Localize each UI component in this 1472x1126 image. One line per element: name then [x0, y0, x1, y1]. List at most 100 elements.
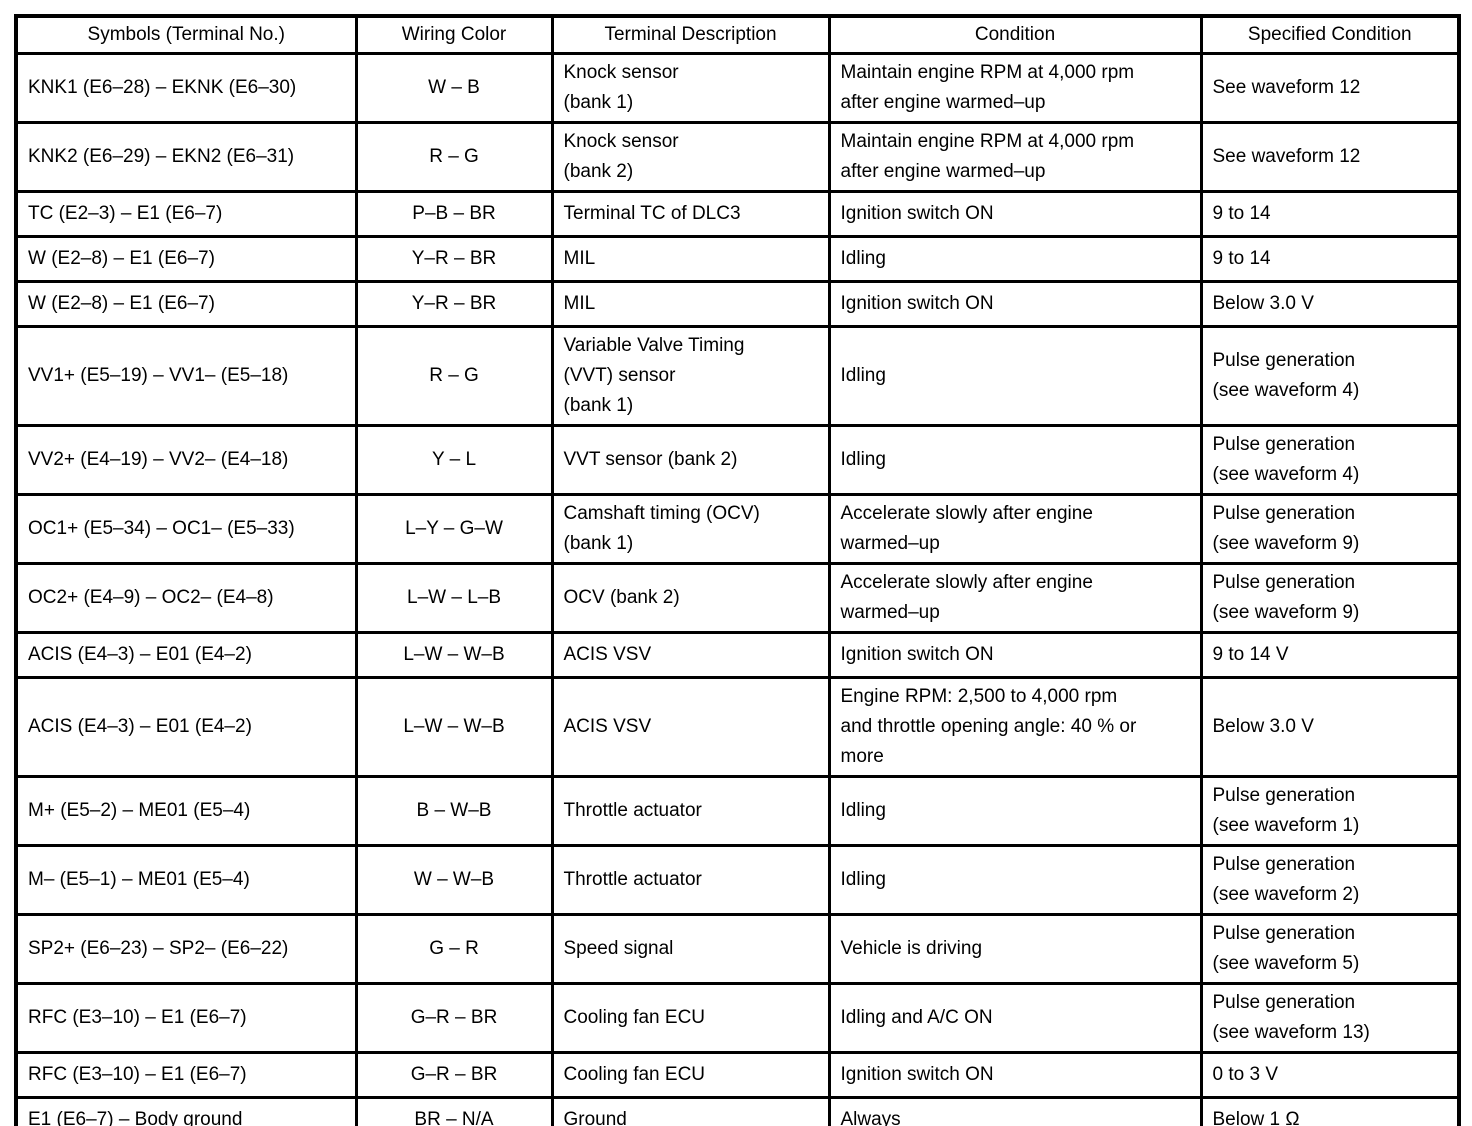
- cell-condition: Ignition switch ON: [827, 631, 1203, 679]
- table-row: OC1+ (E5–34) – OC1– (E5–33) L–Y – G–W Ca…: [14, 493, 1461, 565]
- table-row: RFC (E3–10) – E1 (E6–7) G–R – BR Cooling…: [14, 982, 1461, 1054]
- cell-wiring-color: L–W – W–B: [354, 631, 554, 679]
- cell-symbols: RFC (E3–10) – E1 (E6–7): [14, 1051, 358, 1099]
- cell-condition: Idling: [827, 424, 1203, 496]
- table-row: ACIS (E4–3) – E01 (E4–2) L–W – W–B ACIS …: [14, 676, 1461, 778]
- cell-specified-condition: Pulse generation (see waveform 1): [1199, 775, 1461, 847]
- cell-terminal-description: Cooling fan ECU: [550, 982, 831, 1054]
- cell-symbols: ACIS (E4–3) – E01 (E4–2): [14, 631, 358, 679]
- cell-wiring-color: P–B – BR: [354, 190, 554, 238]
- cell-condition: Accelerate slowly after engine warmed–up: [827, 562, 1203, 634]
- cell-symbols: KNK1 (E6–28) – EKNK (E6–30): [14, 52, 358, 124]
- cell-condition: Idling: [827, 235, 1203, 283]
- cell-wiring-color: Y–R – BR: [354, 235, 554, 283]
- cell-symbols: RFC (E3–10) – E1 (E6–7): [14, 982, 358, 1054]
- cell-condition: Vehicle is driving: [827, 913, 1203, 985]
- cell-wiring-color: Y – L: [354, 424, 554, 496]
- table-row: VV1+ (E5–19) – VV1– (E5–18) R – G Variab…: [14, 325, 1461, 427]
- cell-terminal-description: Camshaft timing (OCV) (bank 1): [550, 493, 831, 565]
- cell-condition: Ignition switch ON: [827, 280, 1203, 328]
- cell-wiring-color: W – W–B: [354, 844, 554, 916]
- column-header-symbols: Symbols (Terminal No.): [14, 14, 358, 55]
- cell-symbols: SP2+ (E6–23) – SP2– (E6–22): [14, 913, 358, 985]
- cell-specified-condition: 0 to 3 V: [1199, 1051, 1461, 1099]
- cell-symbols: VV1+ (E5–19) – VV1– (E5–18): [14, 325, 358, 427]
- cell-symbols: TC (E2–3) – E1 (E6–7): [14, 190, 358, 238]
- cell-specified-condition: Below 3.0 V: [1199, 676, 1461, 778]
- cell-condition: Idling: [827, 325, 1203, 427]
- cell-terminal-description: MIL: [550, 280, 831, 328]
- table-row: KNK1 (E6–28) – EKNK (E6–30) W – B Knock …: [14, 52, 1461, 124]
- cell-condition: Maintain engine RPM at 4,000 rpm after e…: [827, 52, 1203, 124]
- cell-wiring-color: L–Y – G–W: [354, 493, 554, 565]
- cell-terminal-description: Cooling fan ECU: [550, 1051, 831, 1099]
- cell-specified-condition: 9 to 14: [1199, 190, 1461, 238]
- cell-terminal-description: Knock sensor (bank 2): [550, 121, 831, 193]
- cell-symbols: KNK2 (E6–29) – EKN2 (E6–31): [14, 121, 358, 193]
- column-header-condition: Condition: [827, 14, 1203, 55]
- cell-terminal-description: Terminal TC of DLC3: [550, 190, 831, 238]
- ecm-terminal-values-table: Symbols (Terminal No.) Wiring Color Term…: [14, 14, 1461, 1126]
- cell-wiring-color: R – G: [354, 325, 554, 427]
- cell-specified-condition: Pulse generation (see waveform 5): [1199, 913, 1461, 985]
- cell-specified-condition: Below 1 Ω: [1199, 1096, 1461, 1126]
- cell-specified-condition: Below 3.0 V: [1199, 280, 1461, 328]
- cell-wiring-color: G – R: [354, 913, 554, 985]
- cell-terminal-description: VVT sensor (bank 2): [550, 424, 831, 496]
- cell-condition: Idling: [827, 775, 1203, 847]
- cell-specified-condition: Pulse generation (see waveform 13): [1199, 982, 1461, 1054]
- cell-condition: Always: [827, 1096, 1203, 1126]
- cell-symbols: E1 (E6–7) – Body ground: [14, 1096, 358, 1126]
- table-body: KNK1 (E6–28) – EKNK (E6–30) W – B Knock …: [14, 52, 1461, 1126]
- cell-condition: Engine RPM: 2,500 to 4,000 rpm and throt…: [827, 676, 1203, 778]
- cell-condition: Ignition switch ON: [827, 1051, 1203, 1099]
- cell-terminal-description: Throttle actuator: [550, 775, 831, 847]
- cell-wiring-color: BR – N/A: [354, 1096, 554, 1126]
- cell-wiring-color: W – B: [354, 52, 554, 124]
- table-row: VV2+ (E4–19) – VV2– (E4–18) Y – L VVT se…: [14, 424, 1461, 496]
- cell-symbols: OC2+ (E4–9) – OC2– (E4–8): [14, 562, 358, 634]
- table-row: M+ (E5–2) – ME01 (E5–4) B – W–B Throttle…: [14, 775, 1461, 847]
- cell-wiring-color: B – W–B: [354, 775, 554, 847]
- table-row: W (E2–8) – E1 (E6–7) Y–R – BR MIL Igniti…: [14, 280, 1461, 328]
- cell-specified-condition: 9 to 14: [1199, 235, 1461, 283]
- cell-condition: Idling: [827, 844, 1203, 916]
- cell-condition: Ignition switch ON: [827, 190, 1203, 238]
- cell-terminal-description: OCV (bank 2): [550, 562, 831, 634]
- cell-specified-condition: See waveform 12: [1199, 121, 1461, 193]
- cell-terminal-description: Throttle actuator: [550, 844, 831, 916]
- table-row: M– (E5–1) – ME01 (E5–4) W – W–B Throttle…: [14, 844, 1461, 916]
- cell-terminal-description: Ground: [550, 1096, 831, 1126]
- column-header-wiring-color: Wiring Color: [354, 14, 554, 55]
- cell-wiring-color: L–W – W–B: [354, 676, 554, 778]
- cell-terminal-description: MIL: [550, 235, 831, 283]
- cell-terminal-description: Knock sensor (bank 1): [550, 52, 831, 124]
- cell-terminal-description: ACIS VSV: [550, 631, 831, 679]
- cell-symbols: OC1+ (E5–34) – OC1– (E5–33): [14, 493, 358, 565]
- table-row: SP2+ (E6–23) – SP2– (E6–22) G – R Speed …: [14, 913, 1461, 985]
- cell-terminal-description: ACIS VSV: [550, 676, 831, 778]
- table-row: RFC (E3–10) – E1 (E6–7) G–R – BR Cooling…: [14, 1051, 1461, 1099]
- cell-symbols: VV2+ (E4–19) – VV2– (E4–18): [14, 424, 358, 496]
- cell-specified-condition: Pulse generation (see waveform 4): [1199, 424, 1461, 496]
- table-row: OC2+ (E4–9) – OC2– (E4–8) L–W – L–B OCV …: [14, 562, 1461, 634]
- cell-wiring-color: R – G: [354, 121, 554, 193]
- table-row: E1 (E6–7) – Body ground BR – N/A Ground …: [14, 1096, 1461, 1126]
- cell-symbols: M+ (E5–2) – ME01 (E5–4): [14, 775, 358, 847]
- table-row: TC (E2–3) – E1 (E6–7) P–B – BR Terminal …: [14, 190, 1461, 238]
- cell-terminal-description: Variable Valve Timing (VVT) sensor (bank…: [550, 325, 831, 427]
- table-row: ACIS (E4–3) – E01 (E4–2) L–W – W–B ACIS …: [14, 631, 1461, 679]
- cell-specified-condition: Pulse generation (see waveform 2): [1199, 844, 1461, 916]
- cell-specified-condition: See waveform 12: [1199, 52, 1461, 124]
- cell-specified-condition: 9 to 14 V: [1199, 631, 1461, 679]
- cell-condition: Idling and A/C ON: [827, 982, 1203, 1054]
- cell-specified-condition: Pulse generation (see waveform 4): [1199, 325, 1461, 427]
- cell-condition: Accelerate slowly after engine warmed–up: [827, 493, 1203, 565]
- cell-symbols: W (E2–8) – E1 (E6–7): [14, 235, 358, 283]
- cell-symbols: M– (E5–1) – ME01 (E5–4): [14, 844, 358, 916]
- header-row: Symbols (Terminal No.) Wiring Color Term…: [14, 14, 1461, 55]
- cell-wiring-color: G–R – BR: [354, 1051, 554, 1099]
- cell-symbols: ACIS (E4–3) – E01 (E4–2): [14, 676, 358, 778]
- column-header-specified-condition: Specified Condition: [1199, 14, 1461, 55]
